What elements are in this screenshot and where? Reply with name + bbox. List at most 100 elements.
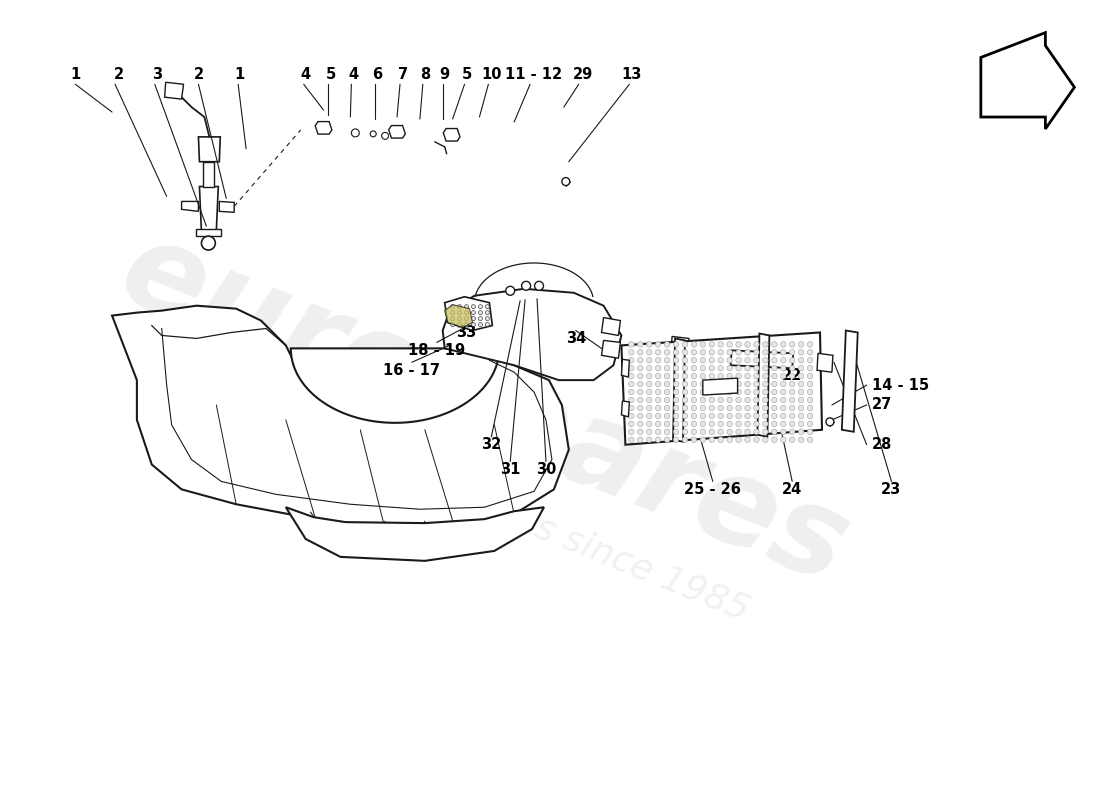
Circle shape <box>472 322 475 326</box>
Circle shape <box>682 390 688 395</box>
Circle shape <box>451 305 454 309</box>
Circle shape <box>727 429 733 434</box>
Circle shape <box>682 366 688 371</box>
Circle shape <box>647 429 652 434</box>
Circle shape <box>710 437 715 442</box>
Circle shape <box>472 317 475 321</box>
Circle shape <box>736 429 741 434</box>
Circle shape <box>691 398 696 402</box>
Circle shape <box>682 342 688 347</box>
Circle shape <box>727 358 733 363</box>
Circle shape <box>799 437 804 442</box>
Circle shape <box>790 429 795 434</box>
Circle shape <box>673 390 679 395</box>
Circle shape <box>647 350 652 355</box>
Circle shape <box>682 413 688 418</box>
Polygon shape <box>444 297 493 330</box>
Circle shape <box>754 350 759 355</box>
Circle shape <box>656 429 661 434</box>
Circle shape <box>710 358 715 363</box>
Text: 7: 7 <box>398 67 408 82</box>
Circle shape <box>682 382 688 387</box>
Circle shape <box>710 382 715 387</box>
Circle shape <box>718 374 724 379</box>
Circle shape <box>647 405 652 410</box>
Circle shape <box>790 437 795 442</box>
Circle shape <box>736 398 741 402</box>
Circle shape <box>700 342 705 347</box>
Circle shape <box>799 390 804 395</box>
Circle shape <box>762 358 768 363</box>
Circle shape <box>790 350 795 355</box>
Circle shape <box>673 382 679 387</box>
Circle shape <box>718 342 724 347</box>
Circle shape <box>790 366 795 371</box>
Polygon shape <box>388 126 406 138</box>
Circle shape <box>790 421 795 426</box>
Circle shape <box>638 366 644 371</box>
Circle shape <box>628 413 634 418</box>
Circle shape <box>682 437 688 442</box>
Circle shape <box>799 413 804 418</box>
Circle shape <box>718 437 724 442</box>
Circle shape <box>673 429 679 434</box>
Circle shape <box>771 350 777 355</box>
Circle shape <box>736 382 741 387</box>
Polygon shape <box>730 350 793 368</box>
Circle shape <box>781 390 786 395</box>
Polygon shape <box>621 359 629 377</box>
Circle shape <box>628 429 634 434</box>
Polygon shape <box>290 348 499 423</box>
Circle shape <box>771 405 777 410</box>
Circle shape <box>691 421 696 426</box>
Circle shape <box>807 398 813 402</box>
Circle shape <box>458 317 462 321</box>
Polygon shape <box>316 122 332 134</box>
Circle shape <box>464 322 469 326</box>
Circle shape <box>781 413 786 418</box>
Circle shape <box>807 374 813 379</box>
Text: 9: 9 <box>440 67 450 82</box>
Circle shape <box>745 437 750 442</box>
Circle shape <box>647 398 652 402</box>
Polygon shape <box>602 318 620 335</box>
Circle shape <box>754 421 759 426</box>
Circle shape <box>727 437 733 442</box>
Circle shape <box>790 405 795 410</box>
Circle shape <box>727 350 733 355</box>
Polygon shape <box>182 202 198 211</box>
Circle shape <box>736 390 741 395</box>
Circle shape <box>664 358 670 363</box>
Circle shape <box>781 437 786 442</box>
Text: 34: 34 <box>565 331 586 346</box>
Circle shape <box>762 366 768 371</box>
Circle shape <box>710 374 715 379</box>
Circle shape <box>754 437 759 442</box>
Circle shape <box>736 405 741 410</box>
Circle shape <box>718 358 724 363</box>
Circle shape <box>807 405 813 410</box>
Circle shape <box>700 398 705 402</box>
Circle shape <box>700 421 705 426</box>
Circle shape <box>710 390 715 395</box>
Circle shape <box>638 405 644 410</box>
Text: 16 - 17: 16 - 17 <box>384 362 440 378</box>
Circle shape <box>647 390 652 395</box>
Circle shape <box>799 398 804 402</box>
Circle shape <box>682 358 688 363</box>
Circle shape <box>647 374 652 379</box>
Polygon shape <box>197 230 221 236</box>
Circle shape <box>781 374 786 379</box>
Circle shape <box>771 374 777 379</box>
Circle shape <box>754 366 759 371</box>
Circle shape <box>799 421 804 426</box>
Circle shape <box>656 390 661 395</box>
Circle shape <box>656 398 661 402</box>
Circle shape <box>664 398 670 402</box>
Circle shape <box>754 429 759 434</box>
Circle shape <box>673 413 679 418</box>
Circle shape <box>807 429 813 434</box>
Circle shape <box>754 398 759 402</box>
Polygon shape <box>219 202 234 212</box>
Circle shape <box>754 342 759 347</box>
